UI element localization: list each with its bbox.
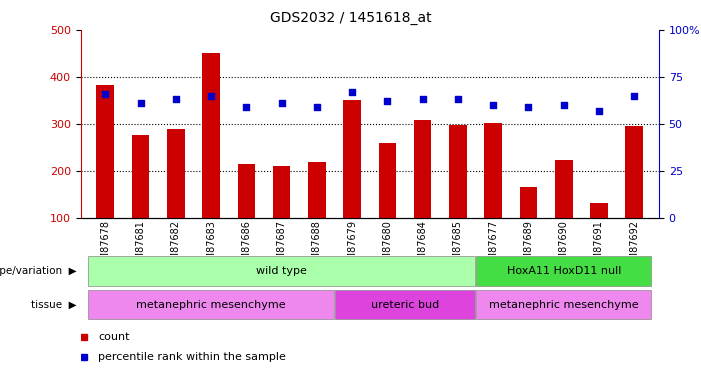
Bar [625,126,643,264]
Point [170,96,182,102]
Point [205,93,217,99]
Bar [203,54,220,264]
Bar [555,160,573,264]
Bar [97,85,114,264]
Point [100,91,111,97]
Bar [343,100,361,264]
Bar [132,135,149,264]
Bar [273,166,290,264]
Bar [335,290,475,320]
Bar [88,290,334,320]
Point [417,96,428,102]
Bar [379,142,396,264]
Text: metanephric mesenchyme: metanephric mesenchyme [136,300,286,310]
Point [452,96,463,102]
Point [276,100,287,106]
Bar [476,256,651,286]
Point [488,102,499,108]
Text: tissue  ▶: tissue ▶ [32,300,77,310]
Bar [449,124,467,264]
Point [382,98,393,104]
Point [593,108,604,114]
Point [311,104,322,110]
Bar [238,164,255,264]
Text: HoxA11 HoxD11 null: HoxA11 HoxD11 null [507,266,621,276]
Point [135,100,147,106]
Text: genotype/variation  ▶: genotype/variation ▶ [0,266,77,276]
Text: metanephric mesenchyme: metanephric mesenchyme [489,300,639,310]
Bar [484,123,502,264]
Bar [590,203,608,264]
Bar [88,256,475,286]
Text: GDS2032 / 1451618_at: GDS2032 / 1451618_at [270,11,431,25]
Bar [414,120,432,264]
Bar [519,187,537,264]
Point [240,104,252,110]
Text: ureteric bud: ureteric bud [371,300,439,310]
Point [558,102,569,108]
Point [523,104,534,110]
Point [346,89,358,95]
Bar [308,162,326,264]
Text: wild type: wild type [256,266,307,276]
Text: percentile rank within the sample: percentile rank within the sample [98,352,286,362]
Text: count: count [98,332,130,342]
Point [629,93,640,99]
Bar [167,129,184,264]
Bar [476,290,651,320]
